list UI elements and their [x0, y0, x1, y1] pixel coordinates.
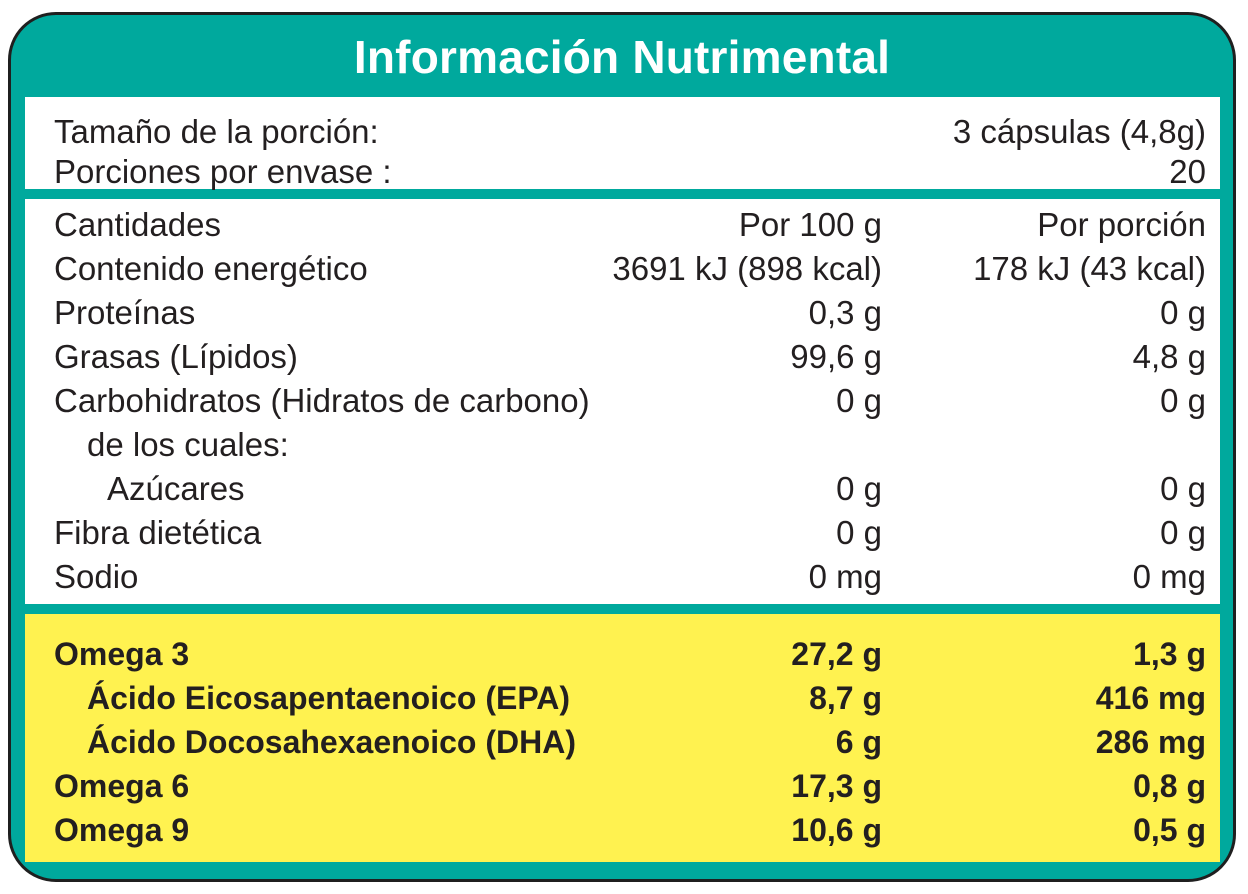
header-name: Cantidades: [54, 206, 221, 243]
omega-row: Omega 3 27,2 g 1,3 g: [25, 632, 1220, 676]
nutrient-name: Proteínas: [54, 294, 196, 331]
omega-per100: 17,3 g: [791, 768, 882, 804]
nutrient-row: Azúcares 0 g 0 g: [25, 467, 1220, 511]
nutrient-name: Carbohidratos (Hidratos de carbono): [54, 382, 590, 419]
nutrient-per100: 0 mg: [808, 558, 882, 595]
nutrient-per-serving: 178 kJ (43 kcal): [973, 250, 1206, 287]
nutrient-name: Grasas (Lípidos): [54, 338, 298, 375]
serving-size-row: Tamaño de la porción: 3 cápsulas (4,8g): [25, 110, 1220, 154]
omega-per-serving: 0,5 g: [1133, 812, 1206, 848]
nutrient-row: Contenido energético 3691 kJ (898 kcal) …: [25, 247, 1220, 291]
nutrient-per-serving: 0 g: [1160, 294, 1206, 331]
header-per100: Por 100 g: [738, 206, 882, 243]
nutrient-per100: 3691 kJ (898 kcal): [612, 250, 882, 287]
nutrient-row: Fibra dietética 0 g 0 g: [25, 511, 1220, 555]
nutrient-row: Sodio 0 mg 0 mg: [25, 555, 1220, 599]
nutrient-per100: 99,6 g: [790, 338, 882, 375]
nutrient-per-serving: 0 g: [1160, 382, 1206, 419]
servings-per-container-label: Porciones por envase :: [54, 153, 392, 190]
omega-per100: 8,7 g: [809, 680, 882, 716]
nutrients-header-row: Cantidades Por 100 g Por porción: [25, 203, 1220, 247]
omega-name: Omega 3: [54, 636, 190, 672]
label-title: Información Nutrimental: [353, 31, 891, 83]
omega-per100: 6 g: [835, 724, 882, 760]
omega-name: Omega 9: [54, 812, 190, 848]
omega-per-serving: 0,8 g: [1133, 768, 1206, 804]
omega-per-serving: 286 mg: [1095, 724, 1206, 760]
nutrient-name: Contenido energético: [54, 250, 368, 287]
omega-name: Omega 6: [54, 768, 190, 804]
nutrient-name: Fibra dietética: [54, 514, 262, 551]
servings-per-container-value: 20: [1169, 153, 1206, 190]
nutrient-per100: 0,3 g: [808, 294, 882, 331]
omega-row: Ácido Eicosapentaenoico (EPA) 8,7 g 416 …: [25, 676, 1220, 720]
omega-row: Omega 9 10,6 g 0,5 g: [25, 808, 1220, 852]
omega-row: Omega 6 17,3 g 0,8 g: [25, 764, 1220, 808]
serving-section: Tamaño de la porción: 3 cápsulas (4,8g) …: [25, 97, 1220, 190]
omega-per-serving: 416 mg: [1095, 680, 1206, 716]
nutrient-row: Grasas (Lípidos) 99,6 g 4,8 g: [25, 335, 1220, 379]
nutrient-per-serving: 0 g: [1160, 514, 1206, 551]
omega-per100: 10,6 g: [791, 812, 882, 848]
nutrient-name: Sodio: [54, 558, 139, 595]
nutrient-per100: 0 g: [836, 514, 882, 551]
nutrient-per100: 0 g: [836, 470, 882, 507]
header-per-serving: Por porción: [1037, 206, 1206, 243]
nutrient-per-serving: 0 g: [1160, 470, 1206, 507]
omega-name: Ácido Docosahexaenoico (DHA): [87, 724, 576, 760]
serving-size-label: Tamaño de la porción:: [54, 113, 379, 150]
omega-per-serving: 1,3 g: [1133, 636, 1206, 672]
nutrient-name: Azúcares: [107, 470, 245, 507]
nutrient-per-serving: 4,8 g: [1132, 338, 1206, 375]
nutrient-name: de los cuales:: [87, 426, 289, 463]
omega-row: Ácido Docosahexaenoico (DHA) 6 g 286 mg: [25, 720, 1220, 764]
nutrient-row: de los cuales:: [25, 423, 1220, 467]
omegas-section: Omega 3 27,2 g 1,3 g Ácido Eicosapentaen…: [25, 614, 1220, 862]
omega-per100: 27,2 g: [791, 636, 882, 672]
servings-per-container-row: Porciones por envase : 20: [25, 150, 1220, 194]
nutrients-section: Cantidades Por 100 g Por porción Conteni…: [25, 199, 1220, 604]
nutrient-per100: 0 g: [836, 382, 882, 419]
serving-size-value: 3 cápsulas (4,8g): [952, 113, 1206, 150]
nutrient-row: Proteínas 0,3 g 0 g: [25, 291, 1220, 335]
nutrition-label: Información Nutrimental Tamaño de la por…: [8, 12, 1236, 882]
nutrient-row: Carbohidratos (Hidratos de carbono) 0 g …: [25, 379, 1220, 423]
omega-name: Ácido Eicosapentaenoico (EPA): [87, 680, 571, 716]
nutrient-per-serving: 0 mg: [1132, 558, 1206, 595]
